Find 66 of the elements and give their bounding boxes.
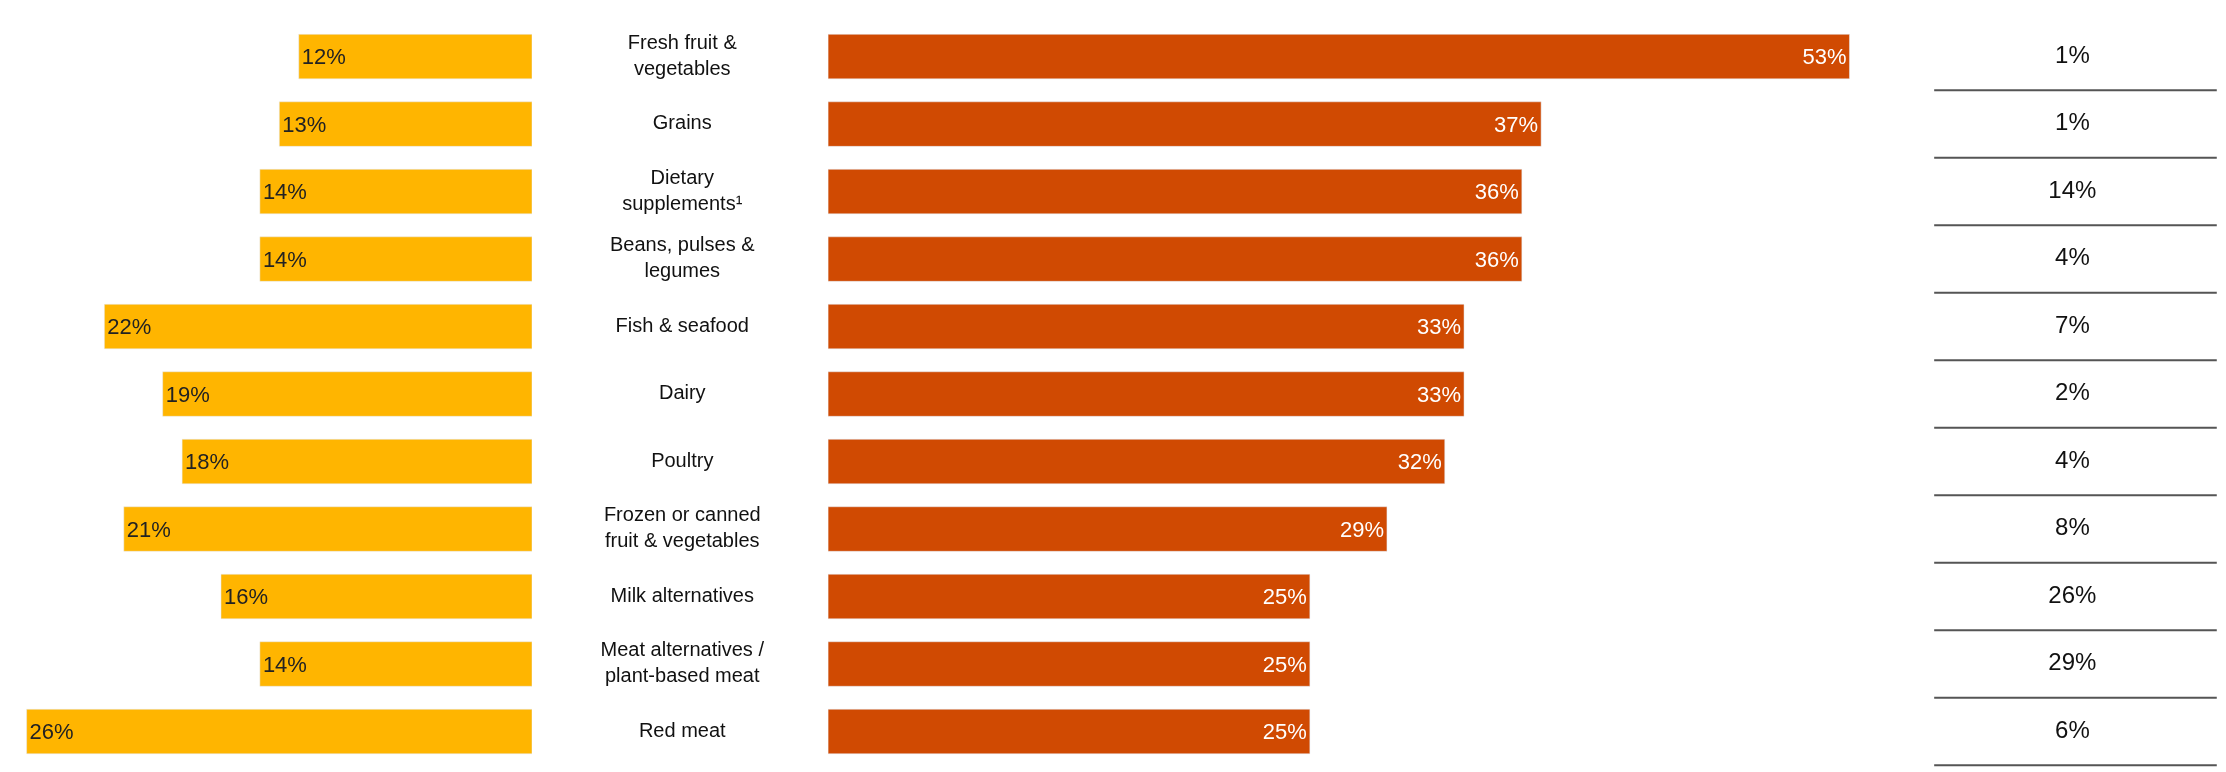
data-label: 18% xyxy=(185,449,230,475)
y-tick-label: Milk alternatives xyxy=(610,583,754,606)
y-tick-label: Poultry xyxy=(651,448,714,471)
data-label: 14% xyxy=(262,651,307,677)
text: 14% xyxy=(2048,175,2097,203)
text: 1% xyxy=(2055,108,2090,136)
data-label: 25% xyxy=(1262,584,1307,610)
bar xyxy=(828,34,1850,80)
bar xyxy=(828,708,1311,755)
text: 6% xyxy=(2055,715,2090,743)
bar xyxy=(259,236,533,282)
data-label: 12% xyxy=(301,44,346,70)
text: 29% xyxy=(2048,648,2097,676)
data-label: 14% xyxy=(262,179,307,205)
y-tick-label: Dairy xyxy=(658,381,706,404)
data-label: 26% xyxy=(29,719,74,745)
data-label: 21% xyxy=(126,516,171,542)
y-tick-label: Beans, pulses & legumes xyxy=(610,233,756,282)
bar xyxy=(828,574,1311,620)
data-label: 19% xyxy=(165,381,210,407)
bar xyxy=(828,506,1388,552)
data-label: 25% xyxy=(1262,651,1307,677)
data-label: 33% xyxy=(1417,314,1462,340)
bar xyxy=(259,169,533,215)
data-label: 53% xyxy=(1802,44,1847,70)
bar xyxy=(104,304,533,350)
text: 7% xyxy=(2055,310,2090,338)
text: 2% xyxy=(2055,378,2090,406)
bar xyxy=(162,371,533,417)
bar xyxy=(26,708,533,755)
y-tick-label: Frozen or canned fruit & vegetables xyxy=(603,503,761,552)
bar xyxy=(279,101,533,147)
data-label: 16% xyxy=(223,584,269,610)
data-label: 25% xyxy=(1262,719,1307,745)
y-tick-label: Meat alternatives / plant-based meat xyxy=(600,638,765,687)
y-tick-label: Red meat xyxy=(638,718,727,741)
text: 1% xyxy=(2055,40,2090,68)
bar xyxy=(123,506,533,552)
data-label: 37% xyxy=(1494,111,1539,137)
y-tick-label: Dietary supplements¹ xyxy=(622,165,743,214)
bar xyxy=(220,574,533,620)
y-tick-label: Grains xyxy=(652,111,712,134)
data-label: 29% xyxy=(1339,516,1384,542)
bar xyxy=(828,641,1311,687)
text: 26% xyxy=(2048,580,2097,608)
data-label: 14% xyxy=(262,246,307,272)
data-label: 33% xyxy=(1417,381,1462,407)
bar xyxy=(828,304,1465,350)
text: 8% xyxy=(2055,513,2090,541)
data-label: 36% xyxy=(1474,179,1519,205)
y-tick-label: Fresh fruit & vegetables xyxy=(627,30,738,79)
data-label: 13% xyxy=(282,111,327,137)
y-tick-label: Fish & seafood xyxy=(615,313,749,336)
data-label: 36% xyxy=(1474,246,1519,272)
bar xyxy=(828,371,1465,417)
text: 4% xyxy=(2055,445,2090,473)
bar xyxy=(828,236,1523,282)
bar xyxy=(259,641,533,687)
bar xyxy=(828,101,1542,147)
bar xyxy=(828,169,1523,215)
bar xyxy=(298,34,533,80)
data-label: 32% xyxy=(1397,449,1442,475)
text: 4% xyxy=(2055,243,2090,271)
bar xyxy=(181,439,533,485)
data-label: 22% xyxy=(107,314,152,340)
bar xyxy=(828,439,1446,485)
